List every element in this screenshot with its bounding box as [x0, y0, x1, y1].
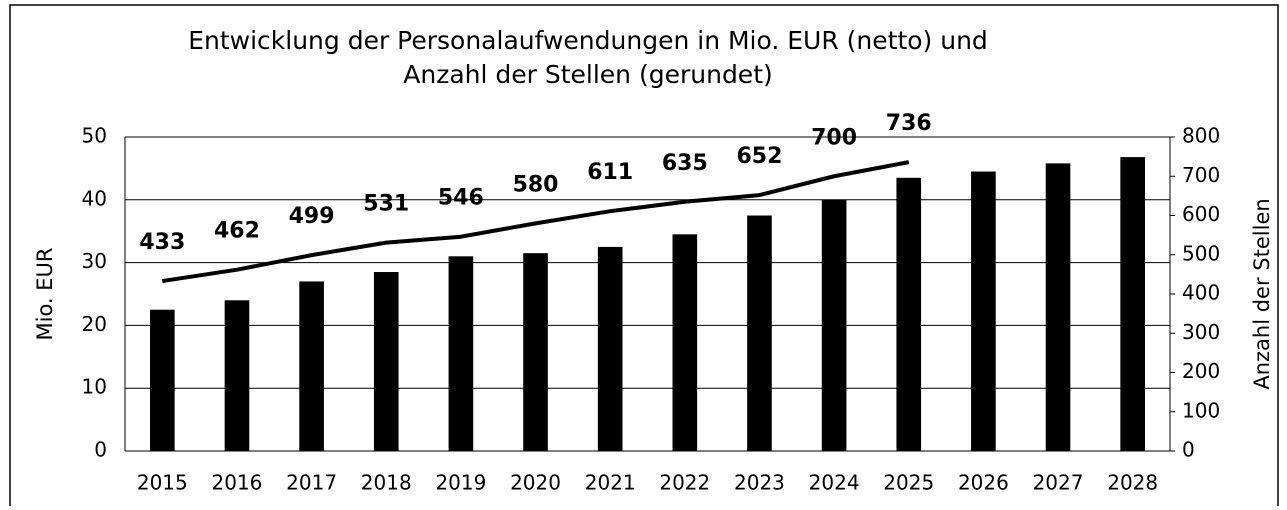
y2-tick-label: 400	[1182, 281, 1220, 305]
y-tick-label: 0	[94, 438, 107, 462]
bar	[224, 300, 250, 451]
chart-title: Anzahl der Stellen (gerundet)	[403, 60, 773, 89]
y2-tick-label: 100	[1182, 398, 1220, 422]
y-tick-label: 20	[82, 312, 107, 336]
data-label: 546	[438, 186, 484, 211]
x-tick-label: 2015	[137, 471, 188, 495]
y2-tick-label: 700	[1182, 163, 1220, 187]
x-tick-label: 2023	[734, 471, 785, 495]
y2-tick-label: 200	[1182, 359, 1220, 383]
x-tick-label: 2025	[883, 471, 934, 495]
bar	[448, 256, 474, 451]
bar	[373, 272, 399, 451]
y2-tick-label: 600	[1182, 202, 1220, 226]
x-tick-label: 2019	[435, 471, 486, 495]
line	[162, 160, 910, 284]
x-tick-label: 2026	[958, 471, 1009, 495]
bar	[299, 281, 324, 451]
data-label: 499	[289, 204, 335, 229]
bar	[821, 199, 847, 451]
x-tick-label: 2021	[585, 471, 636, 495]
data-label: 462	[214, 219, 260, 244]
y-tick-label: 30	[82, 249, 107, 273]
bar	[672, 234, 698, 451]
data-label: 652	[736, 144, 782, 169]
x-tick-label: 2027	[1033, 471, 1084, 495]
x-tick-label: 2017	[286, 471, 337, 495]
data-label: 700	[811, 125, 857, 150]
y2-tick-label: 500	[1182, 241, 1220, 265]
y-tick-label: 50	[82, 124, 107, 148]
frame	[9, 4, 1279, 506]
y-tick-label: 40	[82, 186, 107, 210]
data-label: 736	[886, 111, 932, 136]
data-label: 580	[513, 172, 559, 197]
y2-tick-label: 300	[1182, 320, 1220, 344]
data-label: 611	[587, 160, 633, 185]
data-label: 531	[363, 192, 409, 217]
bar	[150, 309, 175, 451]
bar	[747, 215, 772, 451]
bar	[1045, 163, 1071, 451]
bar	[1120, 157, 1145, 451]
data-label: 635	[662, 151, 708, 176]
y-axis-label: Mio. EUR	[33, 247, 57, 340]
x-tick-label: 2024	[809, 471, 860, 495]
y2-tick-label: 0	[1182, 438, 1195, 462]
chart-title: Entwicklung der Personalaufwendungen in …	[188, 26, 988, 55]
bar	[523, 253, 548, 451]
y-tick-label: 10	[82, 375, 107, 399]
x-tick-label: 2018	[361, 471, 412, 495]
bar	[597, 246, 623, 451]
data-label: 433	[139, 230, 185, 255]
x-tick-label: 2022	[659, 471, 710, 495]
x-tick-label: 2028	[1107, 471, 1158, 495]
y2-axis-label: Anzahl der Stellen	[1250, 198, 1274, 389]
bar	[971, 171, 996, 452]
y2-tick-label: 800	[1182, 124, 1220, 148]
x-tick-label: 2020	[510, 471, 561, 495]
x-tick-label: 2016	[212, 471, 263, 495]
bar	[896, 177, 922, 451]
